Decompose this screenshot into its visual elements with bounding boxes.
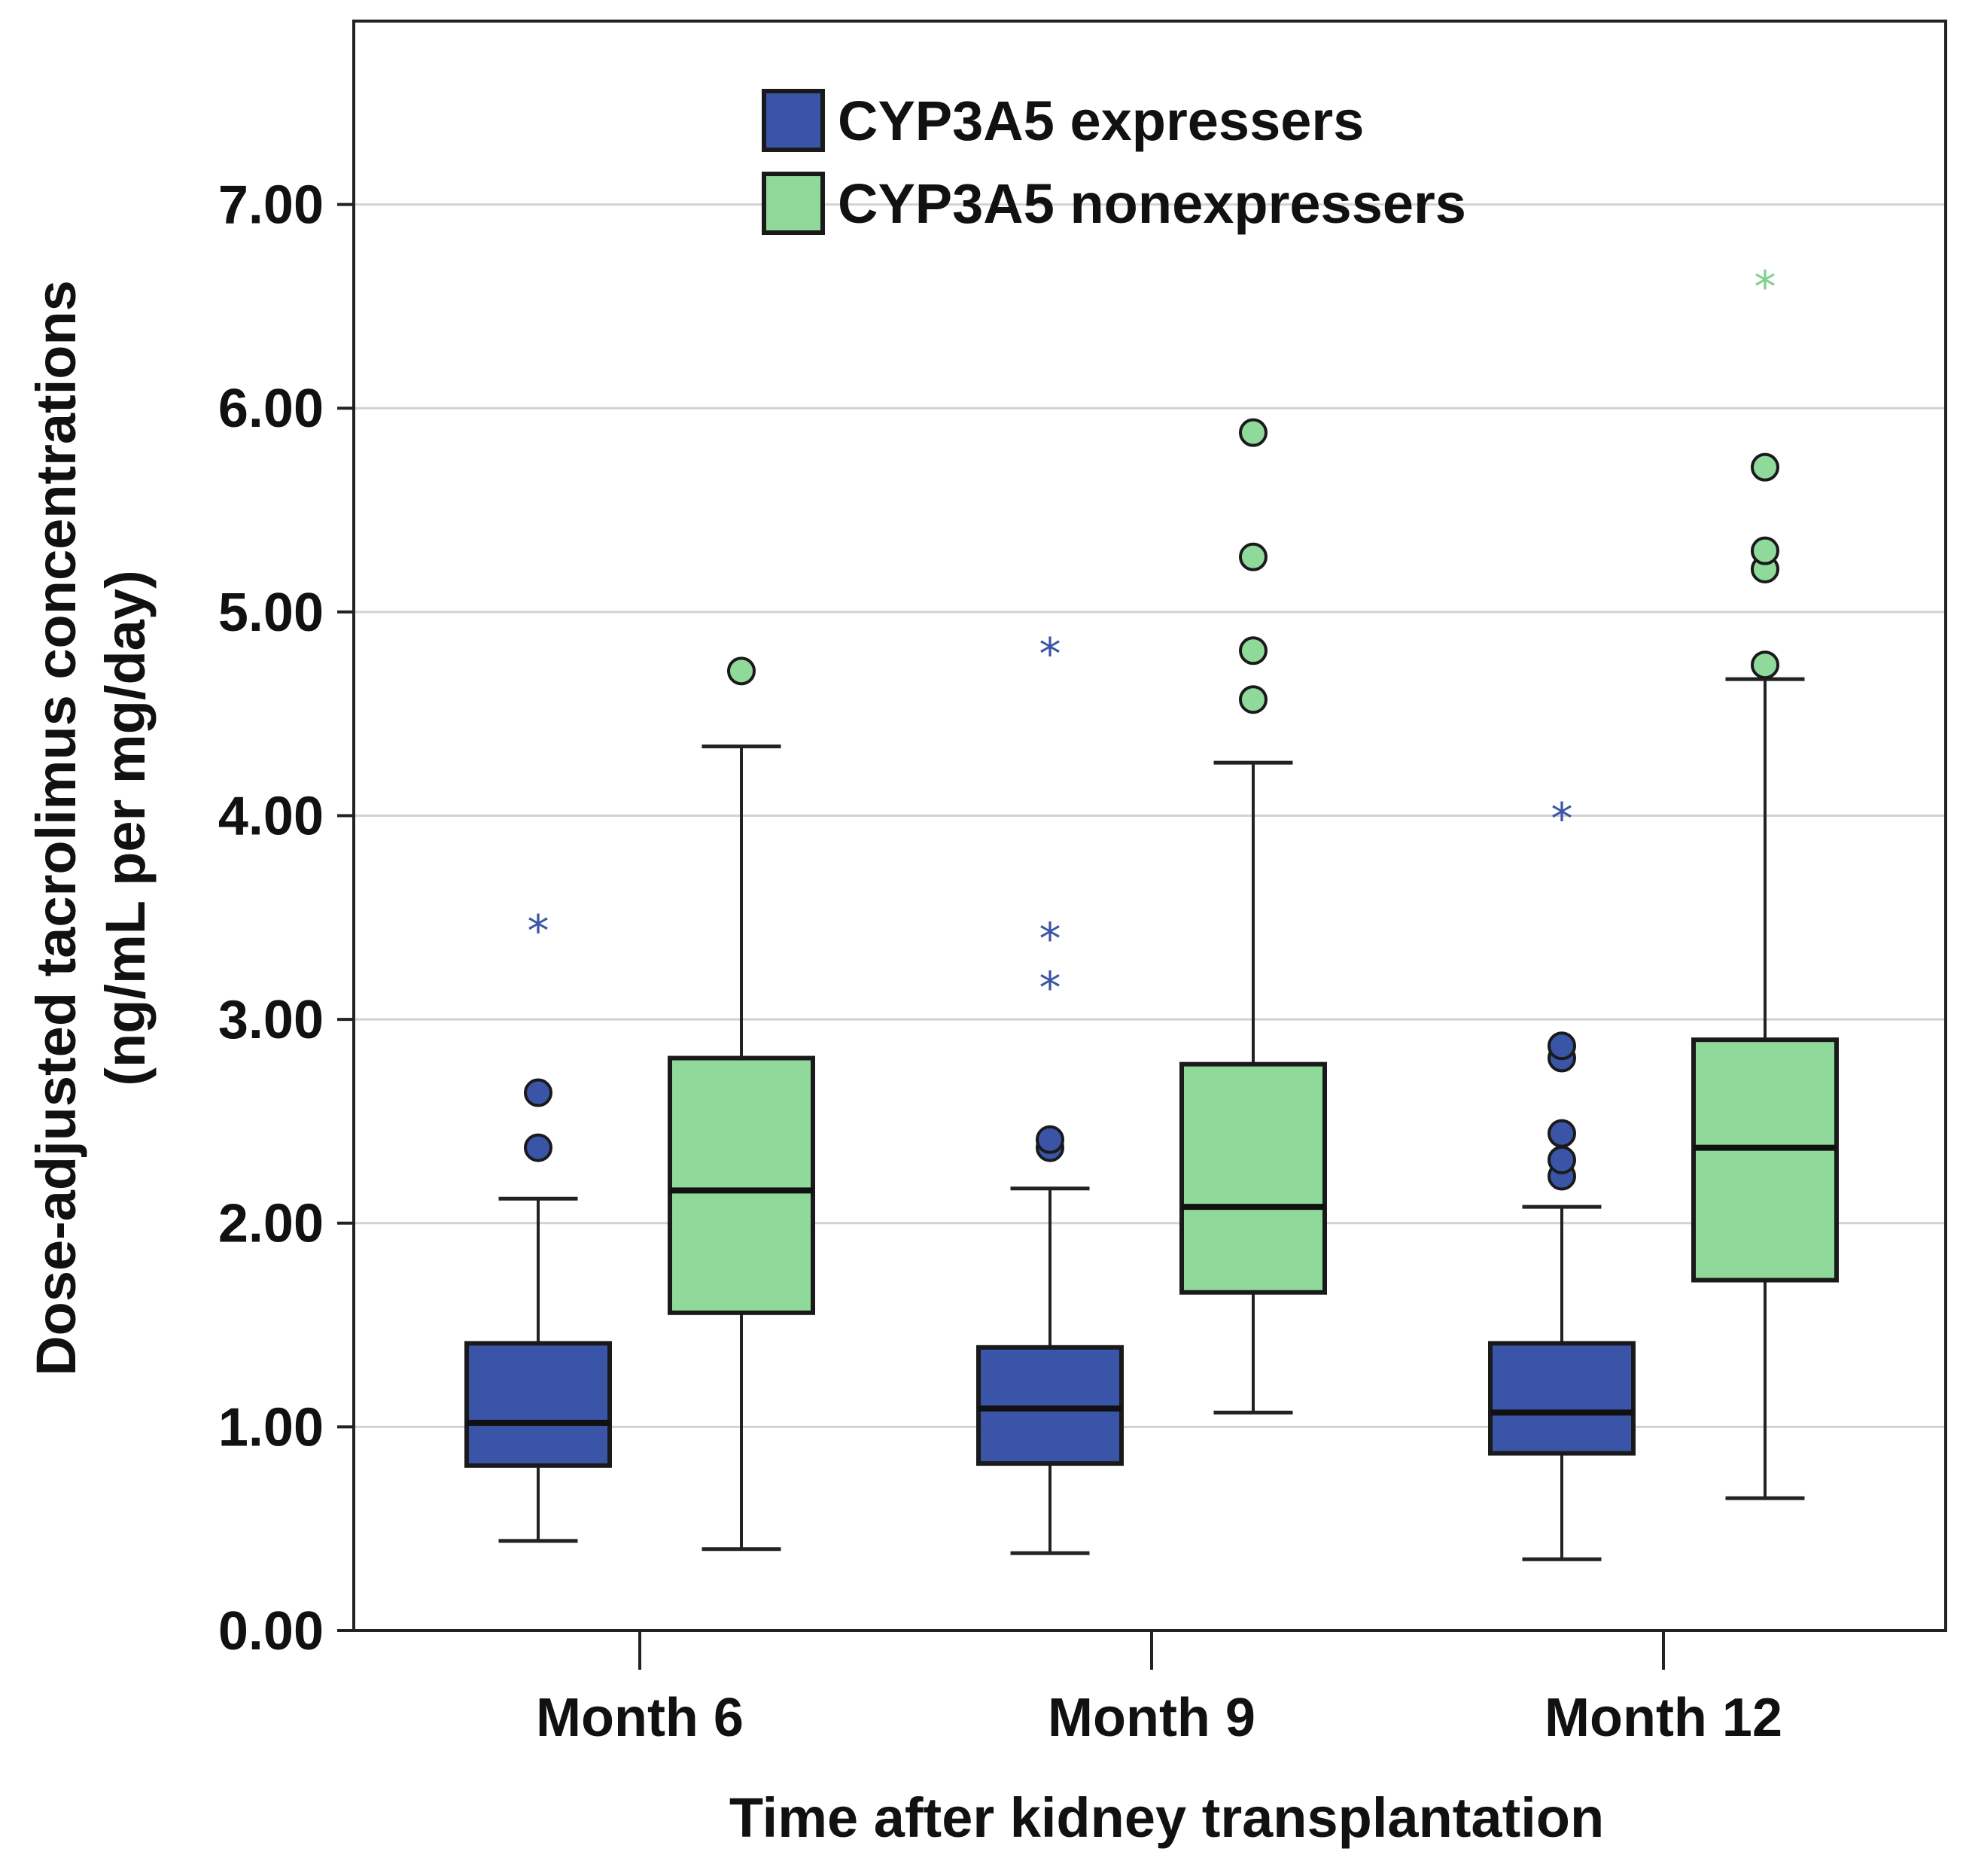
x-axis-title: Time after kidney transplantation [729,1786,1604,1849]
x-tick-label: Month 9 [1048,1688,1255,1748]
y-tick-label: 4.00 [218,786,324,846]
gridlines [354,203,1946,1428]
iqr-box [668,1055,815,1315]
iqr-box [1488,1341,1636,1456]
y-axis-title-line-2: (ng/mL per mg/day) [94,570,157,1086]
x-tick-label: Month 6 [536,1688,744,1748]
outlier-point [1751,650,1779,680]
y-axis-title: Dose-adjusted tacrolimus concentrations … [25,280,157,1376]
extreme-point: * [1755,261,1776,312]
extreme-point: * [1551,793,1573,844]
outlier-point [1751,536,1779,565]
box-cyp3a5-nonexpressers-1 [668,656,815,1552]
outlier-point [1548,1031,1576,1061]
extreme-point: * [1039,913,1061,964]
x-axis: Month 6 Month 9 Month 12 [536,1631,1782,1748]
legend-swatch [762,172,825,235]
box-cyp3a5-nonexpressers-2 [1179,418,1327,1415]
box-cyp3a5-expressers-2: *** [976,628,1124,1555]
legend-label: CYP3A5 nonexpressers [838,172,1466,235]
iqr-box [464,1341,612,1468]
legend-item-cyp3a5-nonexpressers: CYP3A5 nonexpressers [762,172,1466,235]
outlier-point [524,1078,552,1107]
boxplots: ****** [464,261,1839,1561]
legend-swatch [762,89,825,152]
outlier-point [524,1133,552,1162]
plot-frame [352,20,1947,1632]
x-tick-label: Month 12 [1545,1688,1782,1748]
y-tick-label: 5.00 [218,583,324,643]
box-cyp3a5-expressers-1: * [464,905,612,1543]
y-tick-label: 2.00 [218,1194,324,1254]
box-cyp3a5-expressers-3: * [1488,793,1636,1561]
legend-label: CYP3A5 expressers [838,90,1364,152]
y-tick-label: 3.00 [218,990,324,1050]
iqr-box [976,1345,1124,1466]
legend-item-cyp3a5-expressers: CYP3A5 expressers [762,89,1364,152]
y-tick-label: 7.00 [218,175,324,236]
y-tick-label: 6.00 [218,379,324,439]
y-axis: 0.00 1.00 2.00 3.00 4.00 5.00 6.00 7.00 [218,175,354,1661]
box-cyp3a5-nonexpressers-3: * [1691,261,1839,1500]
outlier-point [1239,636,1268,665]
y-tick-label: 1.00 [218,1397,324,1457]
outlier-point [1751,452,1779,482]
extreme-point: * [528,905,549,956]
outlier-point [1548,1119,1576,1148]
outlier-point [1239,418,1268,447]
extreme-point: * [1039,962,1061,1013]
y-tick-label: 0.00 [218,1601,324,1661]
outlier-point [1036,1125,1064,1154]
outlier-point [1548,1145,1576,1174]
outlier-point [1239,542,1268,571]
iqr-box [1691,1037,1839,1283]
outlier-point [1239,685,1268,714]
y-axis-title-line-1: Dose-adjusted tacrolimus concentrations [25,280,87,1376]
iqr-box [1179,1061,1327,1295]
outlier-point [727,656,756,686]
extreme-point: * [1039,628,1061,679]
legend: CYP3A5 expressers CYP3A5 nonexpressers [762,89,1466,235]
